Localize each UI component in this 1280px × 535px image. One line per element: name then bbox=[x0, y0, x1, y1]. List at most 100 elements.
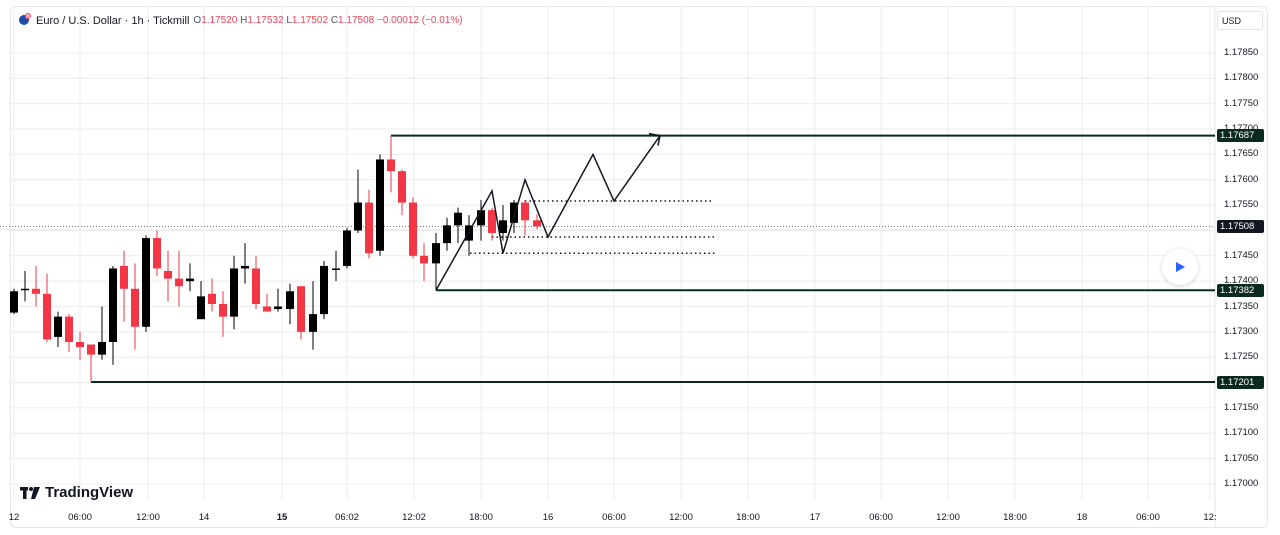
time-axis-label: 18:00 bbox=[469, 512, 493, 523]
candle-body bbox=[109, 268, 117, 342]
candle-body bbox=[186, 278, 194, 282]
price-tag: 1.17687 bbox=[1217, 129, 1264, 143]
price-axis-label: 1.17600 bbox=[1224, 173, 1259, 185]
price-change: −0.00012 (−0.01%) bbox=[376, 15, 463, 26]
time-axis-label: 12:00 bbox=[936, 512, 960, 523]
candle-body bbox=[320, 265, 328, 315]
price-tag: 1.17508 bbox=[1217, 219, 1264, 233]
time-axis-label: 06:02 bbox=[335, 512, 359, 523]
candle-body bbox=[376, 159, 384, 251]
ohlc-values: O1.17520 H1.17532 L1.17502 C1.17508 −0.0… bbox=[193, 15, 463, 26]
time-axis-label: 06:00 bbox=[1136, 512, 1160, 523]
candle-body bbox=[32, 288, 40, 294]
projection-path bbox=[435, 135, 661, 291]
price-axis-label: 1.17550 bbox=[1224, 199, 1259, 211]
arrow-head-icon bbox=[648, 132, 661, 146]
candle-body bbox=[197, 296, 205, 320]
price-axis-label: 1.17750 bbox=[1224, 97, 1259, 109]
price-tag: 1.17382 bbox=[1217, 283, 1264, 297]
price-axis-label: 1.17850 bbox=[1224, 47, 1259, 58]
time-axis-label: 06:00 bbox=[68, 512, 92, 523]
candle-body bbox=[286, 291, 294, 310]
candle-body bbox=[420, 255, 428, 264]
price-axis-label: 1.17150 bbox=[1224, 401, 1259, 413]
price-axis-label: 1.17700 bbox=[1224, 123, 1258, 134]
go-to-realtime-button[interactable] bbox=[1162, 249, 1198, 285]
price-axis-label: 1.17400 bbox=[1224, 275, 1259, 287]
candle-body bbox=[309, 314, 317, 332]
price-axis-label: 1.17050 bbox=[1224, 452, 1259, 464]
candle-body bbox=[175, 278, 183, 287]
price-axis-label: 1.17800 bbox=[1224, 72, 1259, 84]
candle-body bbox=[263, 306, 271, 312]
candle-body bbox=[43, 293, 51, 340]
candle-body bbox=[21, 288, 29, 291]
time-axis-label: 12 bbox=[8, 512, 20, 523]
candle-body bbox=[87, 344, 95, 355]
candle-body bbox=[274, 306, 282, 310]
time-axis-label: 18 bbox=[1076, 512, 1088, 523]
candle-body bbox=[354, 202, 362, 231]
price-axis-label: 1.17100 bbox=[1224, 427, 1259, 439]
candle-body bbox=[488, 210, 496, 233]
price-axis-label: 1.17350 bbox=[1224, 300, 1259, 312]
time-axis-label: 12: bbox=[1203, 512, 1217, 523]
tradingview-logo-icon bbox=[20, 486, 40, 499]
time-axis-label: 15 bbox=[276, 512, 288, 523]
candle-body bbox=[219, 303, 227, 317]
candle-body bbox=[54, 316, 62, 337]
candle-body bbox=[432, 243, 440, 264]
candle-body bbox=[332, 268, 340, 270]
candle-body bbox=[477, 210, 485, 226]
candle-body bbox=[499, 220, 507, 233]
candle-body bbox=[252, 268, 260, 304]
chart-frame bbox=[10, 6, 1268, 528]
time-axis-label: 12:00 bbox=[669, 512, 693, 523]
tradingview-logo: TradingView bbox=[20, 484, 133, 501]
candle-body bbox=[443, 225, 451, 244]
play-icon bbox=[1176, 262, 1185, 272]
candle-body bbox=[454, 212, 462, 226]
time-axis-label: 06:00 bbox=[869, 512, 893, 523]
candle-body bbox=[297, 286, 305, 332]
time-axis-label: 06:00 bbox=[602, 512, 626, 523]
candle-body bbox=[208, 293, 216, 304]
candle-body bbox=[343, 230, 351, 266]
candle-body bbox=[409, 202, 417, 256]
candle-body bbox=[387, 159, 395, 172]
price-axis-label: 1.17000 bbox=[1224, 477, 1259, 489]
eurusd-flag-icon bbox=[18, 12, 32, 29]
candle-body bbox=[76, 341, 84, 348]
time-axis-label: 16 bbox=[542, 512, 554, 523]
candle-body bbox=[120, 265, 128, 289]
candle-body bbox=[153, 238, 161, 269]
candle-body bbox=[142, 238, 150, 327]
price-tag: 1.17201 bbox=[1217, 375, 1264, 389]
time-axis-label: 14 bbox=[198, 512, 210, 523]
time-axis-label: 12:00 bbox=[136, 512, 160, 523]
candle-body bbox=[10, 291, 18, 313]
candle-body bbox=[533, 220, 541, 227]
candle-body bbox=[164, 271, 172, 279]
symbol-title[interactable]: Euro / U.S. Dollar · 1h · Tickmill bbox=[36, 14, 190, 27]
candle-body bbox=[521, 202, 529, 221]
candle-body bbox=[510, 202, 518, 223]
symbol-legend: Euro / U.S. Dollar · 1h · Tickmill O1.17… bbox=[18, 12, 463, 29]
candle-body bbox=[398, 171, 406, 203]
price-axis-label: 1.17450 bbox=[1224, 249, 1259, 261]
price-axis-label: 1.17650 bbox=[1224, 148, 1259, 160]
time-axis-label: 18:00 bbox=[1003, 512, 1027, 523]
time-axis-label: 12:02 bbox=[402, 512, 426, 523]
candle-body bbox=[65, 316, 73, 342]
currency-button[interactable]: USD bbox=[1217, 11, 1263, 30]
candle-body bbox=[131, 288, 139, 327]
time-axis-label: 17 bbox=[809, 512, 821, 523]
candle-body bbox=[230, 268, 238, 317]
price-axis-label: 1.17300 bbox=[1224, 325, 1259, 337]
candle-body bbox=[241, 265, 249, 269]
time-axis-label: 18:00 bbox=[736, 512, 760, 523]
candle-body bbox=[98, 341, 106, 355]
candle-body bbox=[365, 202, 373, 254]
price-axis-label: 1.17250 bbox=[1224, 351, 1259, 363]
